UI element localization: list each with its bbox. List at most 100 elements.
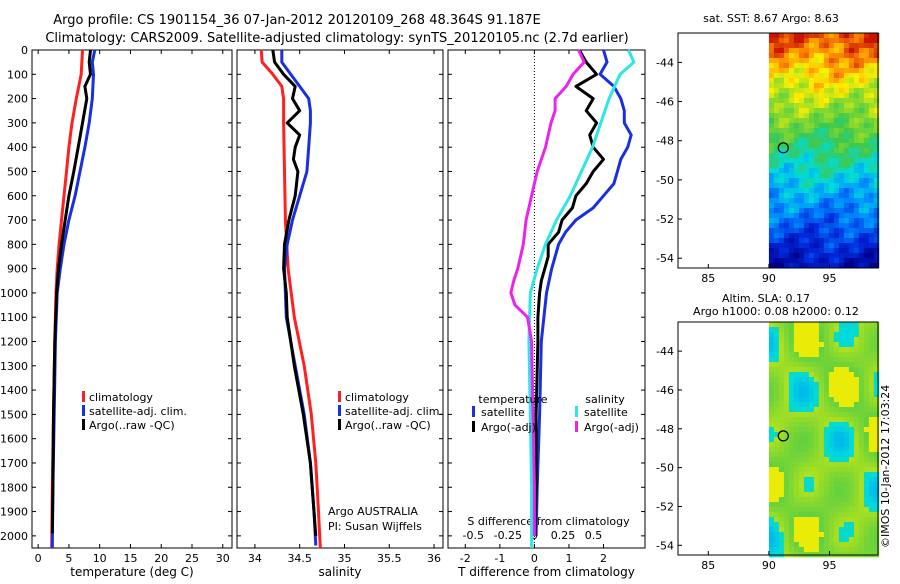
map-cell [848,93,855,99]
map-cell [843,547,850,553]
map-cell [838,497,845,503]
map-y-tick-label-sst: -52 [656,213,674,226]
map-cell [773,143,780,149]
map-cell [783,168,790,174]
map-cell [828,178,835,184]
map-cell [778,502,785,508]
x-tick-label-diff: 1 [565,552,572,565]
map-cell [818,332,825,338]
map-cell [823,208,830,214]
map-cell [773,392,780,398]
map-cell [858,332,865,338]
y-tick-label: 1200 [0,336,28,349]
map-cell [778,357,785,363]
map-cell [858,143,865,149]
map-cell [828,327,835,333]
map-cell [783,213,790,219]
map-cell [868,148,875,154]
map-cell [868,422,875,428]
map-cell [838,457,845,463]
map-cell [773,407,780,413]
map-cell [858,457,865,463]
map-cell [813,203,820,209]
map-cell [868,457,875,463]
map-cell [803,457,810,463]
map-cell [828,223,835,229]
map-cell [848,188,855,194]
map-cell [823,128,830,134]
map-cell [823,253,830,259]
map-cell [858,63,865,69]
map-cell [868,228,875,234]
map-cell [808,198,815,204]
map-cell [823,163,830,169]
map-cell [788,248,795,254]
map-cell [843,412,850,418]
map-cell [808,98,815,104]
map-cell [798,48,805,54]
map-cell [813,462,820,468]
map-cell [848,437,855,443]
map-cell [793,377,800,383]
map-cell [783,83,790,89]
map-cell [868,123,875,129]
map-cell [823,143,830,149]
legend-label-sal: Argo(..raw -QC) [345,419,431,432]
map-cell [818,517,825,523]
map-cell [853,482,860,488]
map-cell [793,352,800,358]
map-cell [773,133,780,139]
map-cell [813,352,820,358]
map-cell [873,372,880,378]
map-cell [858,337,865,343]
map-cell [793,68,800,74]
map-cell [793,163,800,169]
map-cell [808,362,815,368]
map-cell [853,447,860,453]
map-cell [818,372,825,378]
map-cell [773,352,780,358]
map-cell [818,128,825,134]
map-cell [788,93,795,99]
map-cell [848,332,855,338]
map-cell [773,367,780,373]
map-cell [783,522,790,528]
map-cell [853,173,860,179]
y-tick-label: 1000 [0,287,28,300]
map-cell [823,542,830,548]
map-cell [833,457,840,463]
map-cell [778,203,785,209]
map-cell [828,123,835,129]
map-cell [848,143,855,149]
map-cell [808,527,815,533]
map-cell [868,103,875,109]
map-cell [823,213,830,219]
map-cell [788,437,795,443]
map-cell [818,407,825,413]
map-cell [778,93,785,99]
map-cell [818,422,825,428]
map-cell [808,153,815,159]
sla-map-title: Altim. SLA: 0.17 [722,292,810,305]
map-cell [873,402,880,408]
map-cell [843,497,850,503]
map-cell [833,412,840,418]
map-cell [873,497,880,503]
map-cell [788,243,795,249]
map-cell [843,108,850,114]
map-cell [798,412,805,418]
map-cell [818,63,825,69]
map-cell [833,108,840,114]
map-cell [848,457,855,463]
map-cell [808,412,815,418]
map-cell [863,128,870,134]
map-cell [793,437,800,443]
map-cell [803,462,810,468]
map-cell [853,327,860,333]
map-cell [773,43,780,49]
map-cell [773,58,780,64]
x-tick-label-temp: 15 [123,552,137,565]
map-cell [783,173,790,179]
map-cell [873,123,880,129]
map-cell [823,188,830,194]
